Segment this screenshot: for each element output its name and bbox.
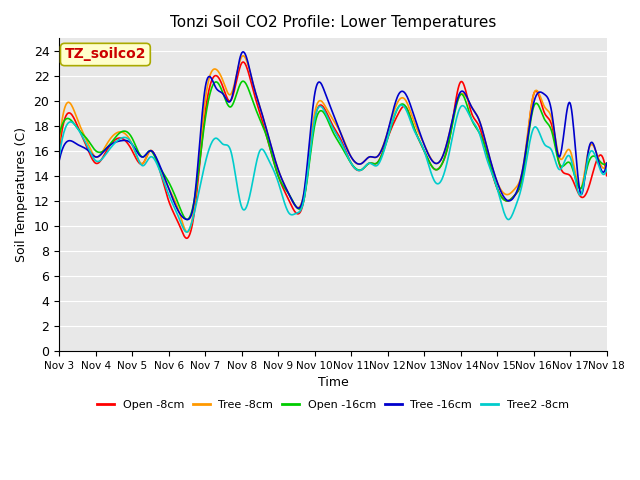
Y-axis label: Soil Temperatures (C): Soil Temperatures (C) [15,127,28,262]
Legend: Open -8cm, Tree -8cm, Open -16cm, Tree -16cm, Tree2 -8cm: Open -8cm, Tree -8cm, Open -16cm, Tree -… [93,395,573,414]
X-axis label: Time: Time [317,376,348,389]
Title: Tonzi Soil CO2 Profile: Lower Temperatures: Tonzi Soil CO2 Profile: Lower Temperatur… [170,15,496,30]
Text: TZ_soilco2: TZ_soilco2 [65,48,146,61]
